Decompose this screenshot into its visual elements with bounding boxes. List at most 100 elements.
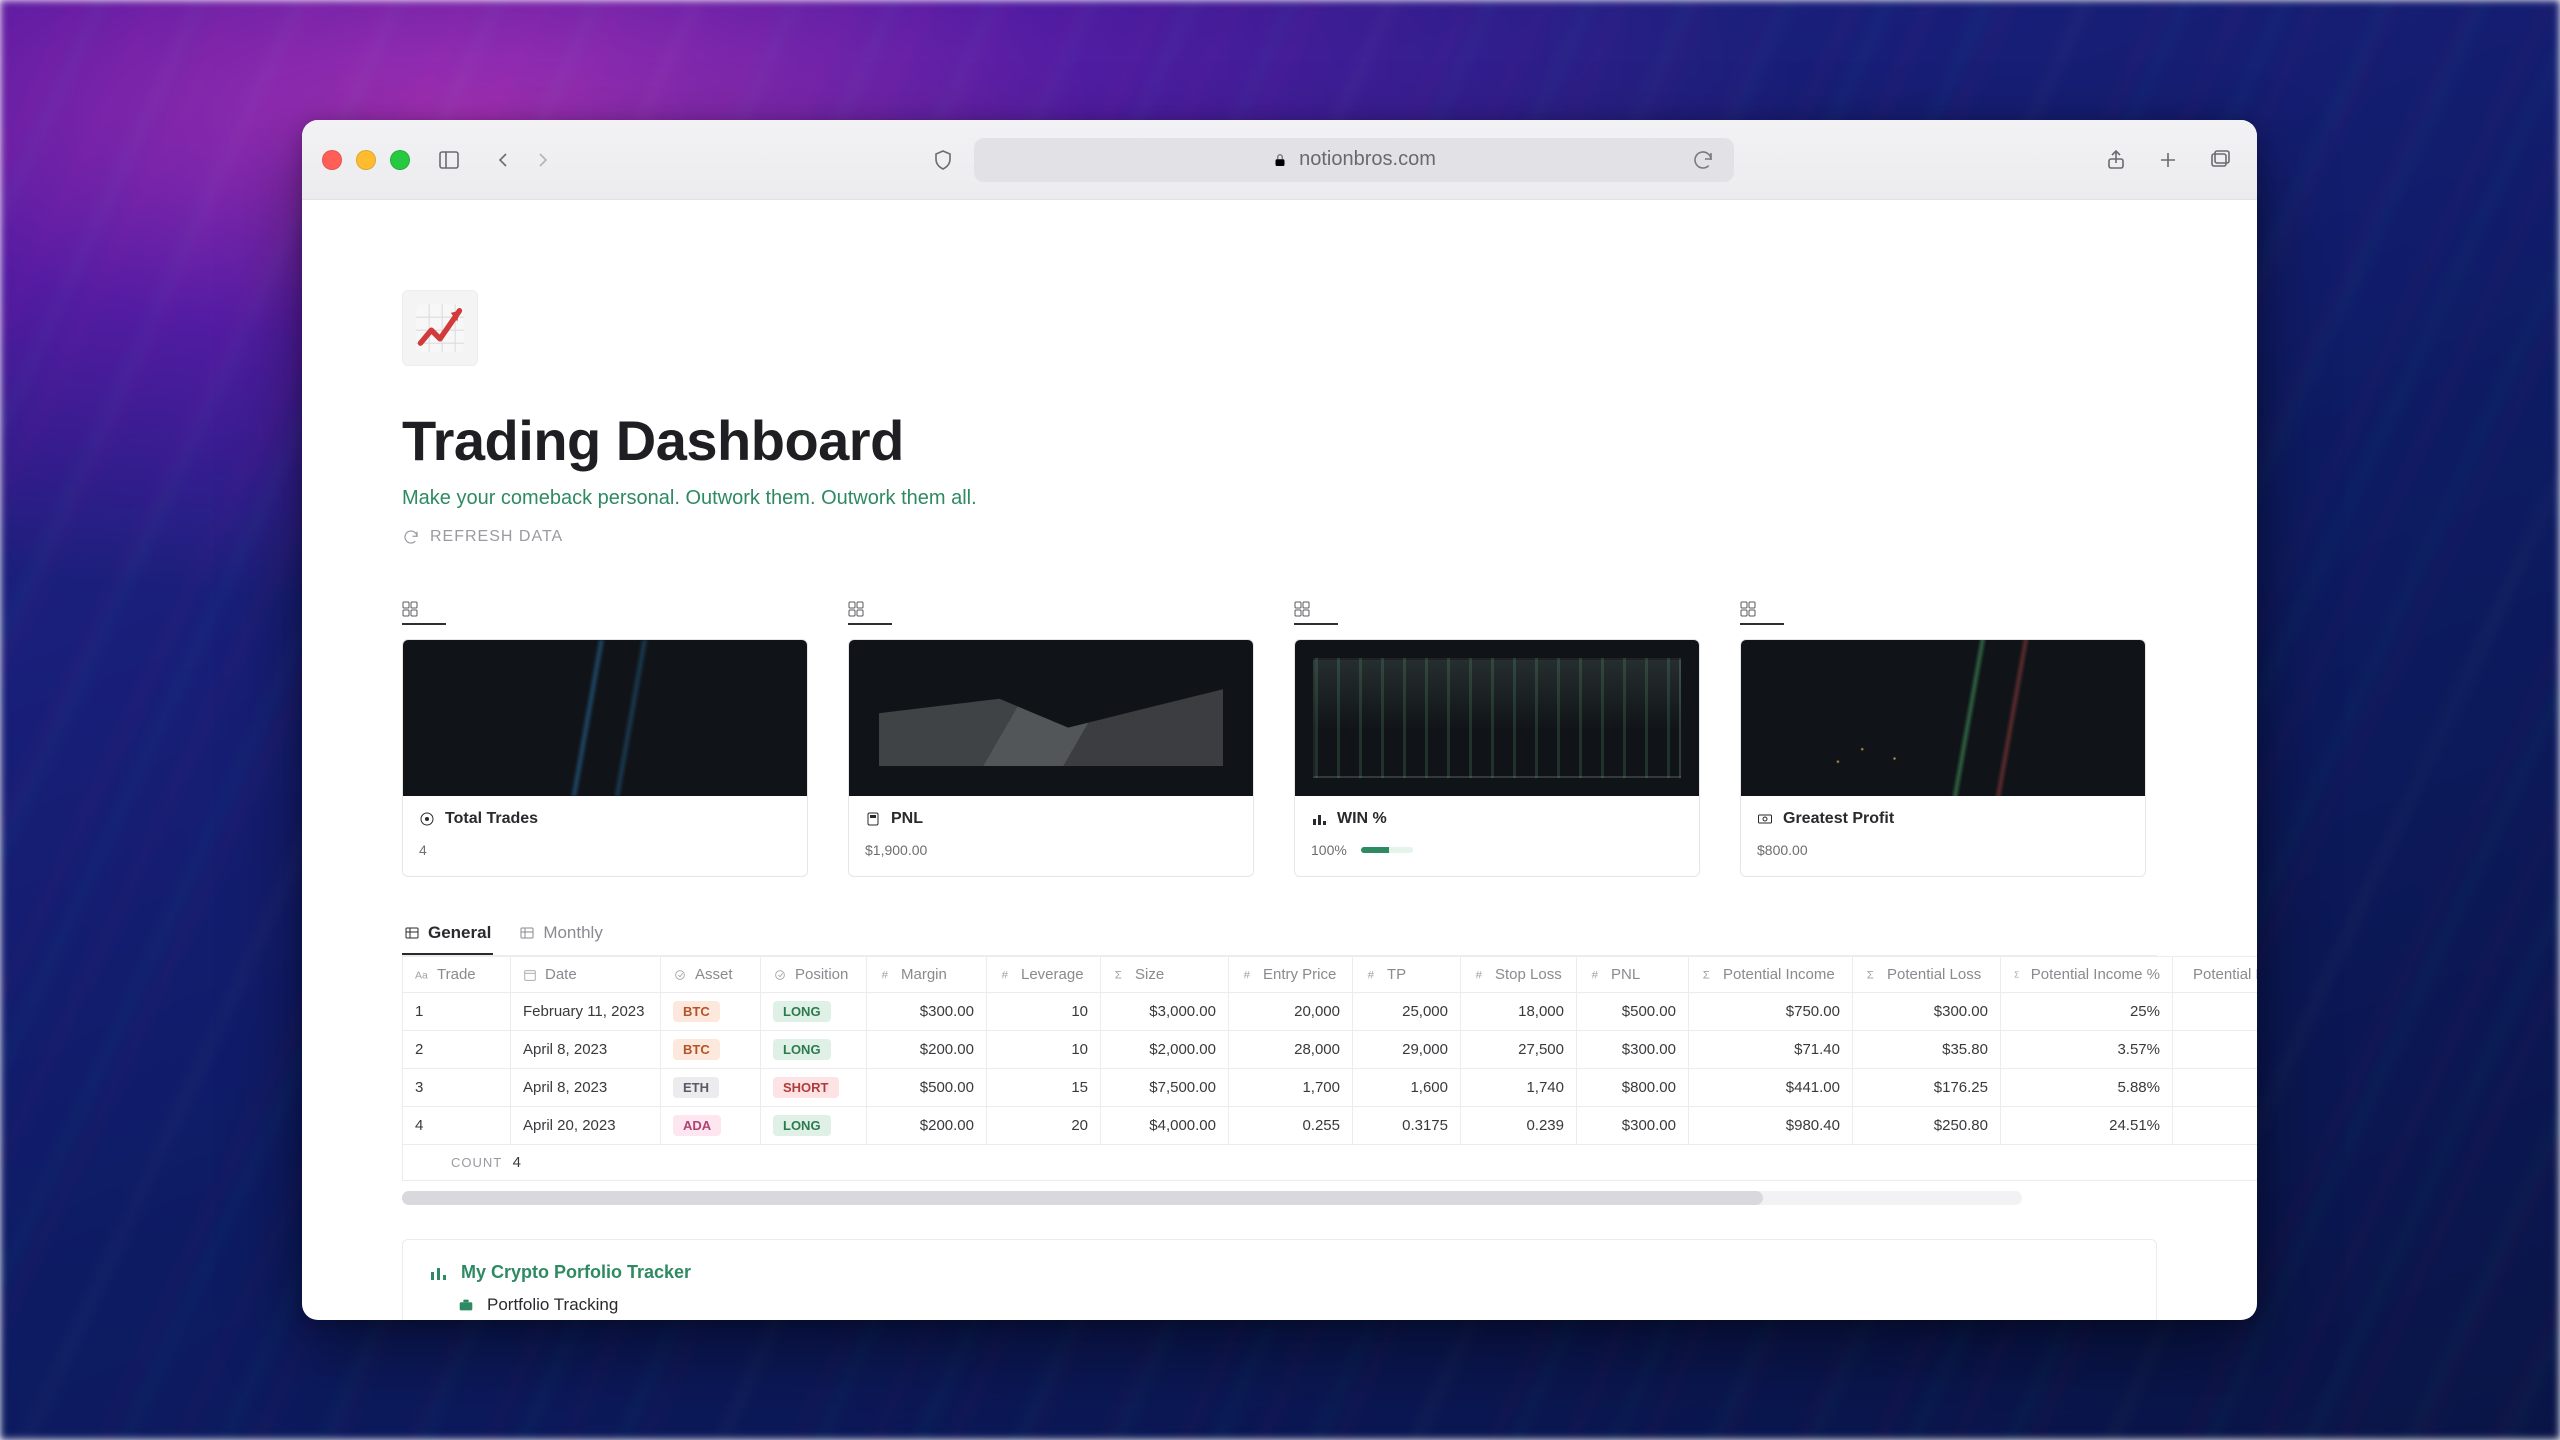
table-count-row: COUNT 4 [403, 1145, 2258, 1181]
table-row[interactable]: 4April 20, 2023ADALONG$200.0020$4,000.00… [403, 1107, 2258, 1145]
forward-button[interactable] [526, 143, 560, 177]
gallery-icon [848, 601, 864, 617]
tab-overview-icon[interactable] [2203, 143, 2237, 177]
card-title: Total Trades [445, 810, 538, 828]
col-potential-loss[interactable]: Potential Loss [1887, 966, 1981, 983]
horizontal-scrollbar[interactable] [402, 1191, 2022, 1205]
trades-table: Aa Trade Date Asset Position # Margin # Lev… [402, 956, 2157, 1205]
gallery-view-chip[interactable] [848, 601, 1254, 617]
share-icon[interactable] [2099, 143, 2133, 177]
target-icon [419, 811, 435, 827]
hash-icon: # [1589, 968, 1603, 982]
count-value: 4 [507, 1154, 521, 1171]
address-bar-host: notionbros.com [1299, 148, 1436, 171]
view-active-underline [1740, 623, 1784, 625]
col-pnl[interactable]: PNL [1611, 966, 1640, 983]
text-icon: Aa [415, 968, 429, 982]
portfolio-callout: My Crypto Porfolio Tracker Portfolio Tra… [402, 1239, 2157, 1320]
sigma-icon: Σ [1865, 968, 1879, 982]
table-row[interactable]: 3April 8, 2023ETHSHORT$500.0015$7,500.00… [403, 1069, 2258, 1107]
table-icon [519, 925, 535, 941]
card-value: $800.00 [1757, 842, 1808, 858]
privacy-shield-icon[interactable] [926, 143, 960, 177]
col-margin[interactable]: Margin [901, 966, 947, 983]
card-cover [403, 640, 807, 796]
hash-icon: # [999, 968, 1013, 982]
gallery-icon [1294, 601, 1310, 617]
col-potential-loss-pct[interactable]: Potential Loss % [2193, 966, 2257, 983]
table-row[interactable]: 2April 8, 2023BTCLONG$200.0010$2,000.002… [403, 1031, 2258, 1069]
kpi-card-total-trades[interactable]: Total Trades 4 [402, 639, 808, 877]
tab-general[interactable]: General [402, 913, 493, 955]
table-row[interactable]: 1February 11, 2023BTCLONG$300.0010$3,000… [403, 993, 2258, 1031]
kpi-card-pnl[interactable]: PNL $1,900.00 [848, 639, 1254, 877]
refresh-icon [402, 528, 420, 546]
card-value: 100% [1311, 842, 1347, 858]
card-cover [1741, 640, 2145, 796]
gallery-icon [1740, 601, 1756, 617]
new-tab-icon[interactable] [2151, 143, 2185, 177]
svg-text:Σ: Σ [1115, 969, 1122, 981]
gallery-view-chip[interactable] [402, 601, 808, 617]
cash-icon [1757, 811, 1773, 827]
browser-toolbar: notionbros.com [302, 120, 2257, 200]
refresh-data-button[interactable]: REFRESH DATA [402, 528, 563, 546]
col-position[interactable]: Position [795, 966, 848, 983]
gallery-view-chip[interactable] [1294, 601, 1700, 617]
hash-icon: # [879, 968, 893, 982]
card-value: 4 [419, 842, 427, 858]
col-potential-income[interactable]: Potential Income [1723, 966, 1835, 983]
hash-icon: # [1241, 968, 1255, 982]
select-icon [673, 968, 687, 982]
col-asset[interactable]: Asset [695, 966, 733, 983]
sigma-icon: Σ [1701, 968, 1715, 982]
count-label: COUNT [451, 1155, 502, 1170]
col-tp[interactable]: TP [1387, 966, 1406, 983]
kpi-card-greatest-profit[interactable]: Greatest Profit $800.00 [1740, 639, 2146, 877]
svg-text:#: # [882, 969, 889, 981]
scrollbar-thumb[interactable] [402, 1191, 1763, 1205]
gallery-icon [402, 601, 418, 617]
calculator-icon [865, 811, 881, 827]
callout-title[interactable]: My Crypto Porfolio Tracker [461, 1262, 691, 1283]
back-button[interactable] [486, 143, 520, 177]
page-title: Trading Dashboard [402, 408, 2157, 473]
svg-text:Σ: Σ [2014, 970, 2019, 979]
col-entry[interactable]: Entry Price [1263, 966, 1336, 983]
page-subtitle: Make your comeback personal. Outwork the… [402, 487, 2157, 510]
col-size[interactable]: Size [1135, 966, 1164, 983]
sidebar-toggle-icon[interactable] [432, 143, 466, 177]
minimize-window-button[interactable] [356, 150, 376, 170]
col-date[interactable]: Date [545, 966, 577, 983]
col-trade[interactable]: Trade [437, 966, 476, 983]
zoom-window-button[interactable] [390, 150, 410, 170]
sigma-icon: Σ [2013, 968, 2023, 982]
briefcase-icon [457, 1296, 475, 1314]
card-title: PNL [891, 810, 923, 828]
callout-sub[interactable]: Portfolio Tracking [487, 1295, 618, 1315]
kpi-card-win-pct[interactable]: WIN % 100% [1294, 639, 1700, 877]
table-icon [404, 925, 420, 941]
select-icon [773, 968, 787, 982]
view-active-underline [402, 623, 446, 625]
col-stoploss[interactable]: Stop Loss [1495, 966, 1562, 983]
kpi-gallery: Total Trades 4 PNL $1,90 [402, 601, 2157, 877]
gallery-view-chip[interactable] [1740, 601, 2146, 617]
address-bar[interactable]: notionbros.com [974, 138, 1734, 182]
svg-text:#: # [1592, 969, 1599, 981]
card-title: Greatest Profit [1783, 810, 1894, 828]
svg-text:#: # [1002, 969, 1009, 981]
page-emoji-icon[interactable] [402, 290, 478, 366]
close-window-button[interactable] [322, 150, 342, 170]
col-leverage[interactable]: Leverage [1021, 966, 1084, 983]
hash-icon: # [1473, 968, 1487, 982]
reload-button[interactable] [1686, 143, 1720, 177]
calendar-icon [523, 968, 537, 982]
tab-monthly[interactable]: Monthly [517, 913, 605, 955]
refresh-data-label: REFRESH DATA [430, 528, 563, 546]
view-active-underline [848, 623, 892, 625]
view-active-underline [1294, 623, 1338, 625]
col-potential-income-pct[interactable]: Potential Income % [2031, 966, 2160, 983]
progress-bar [1361, 847, 1413, 853]
tracker-icon [429, 1263, 449, 1283]
